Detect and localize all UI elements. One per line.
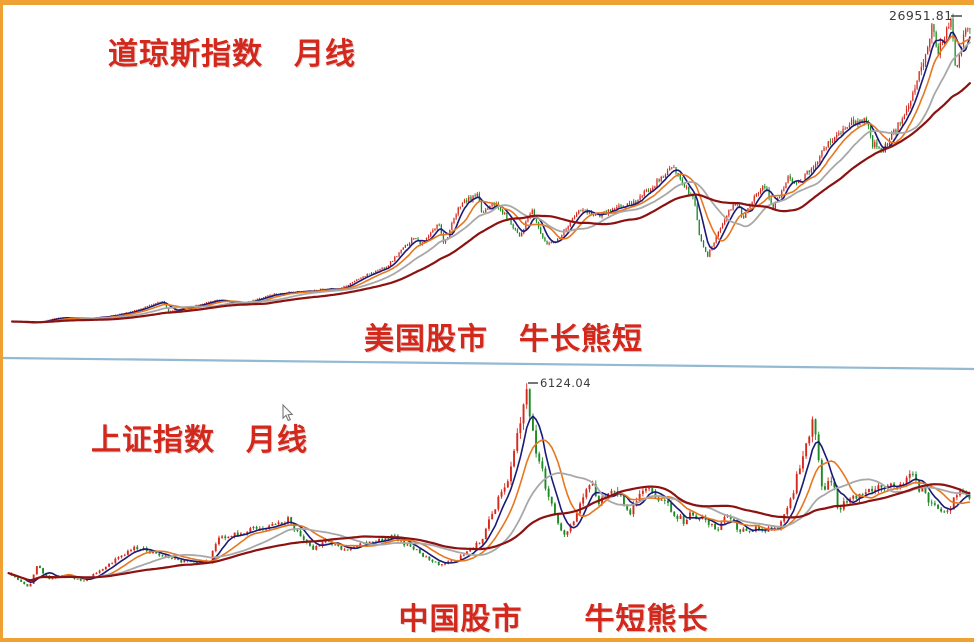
dow-chart-title: 道琼斯指数 月线: [108, 38, 356, 71]
dow-chart: [11, 13, 972, 324]
dow-chart-caption: 美国股市 牛长熊短: [364, 323, 643, 356]
section-divider: [3, 356, 974, 371]
dow-peak-value-label: 26951.81: [889, 8, 953, 23]
charts-canvas: [3, 13, 974, 587]
sse-chart-caption: 中国股市 牛短熊长: [398, 603, 709, 636]
sse-peak-value-label: 6124.04: [540, 376, 592, 390]
sse-chart-title: 上证指数 月线: [91, 424, 308, 457]
sse-chart: [7, 382, 971, 587]
mouse-cursor: [282, 403, 294, 422]
